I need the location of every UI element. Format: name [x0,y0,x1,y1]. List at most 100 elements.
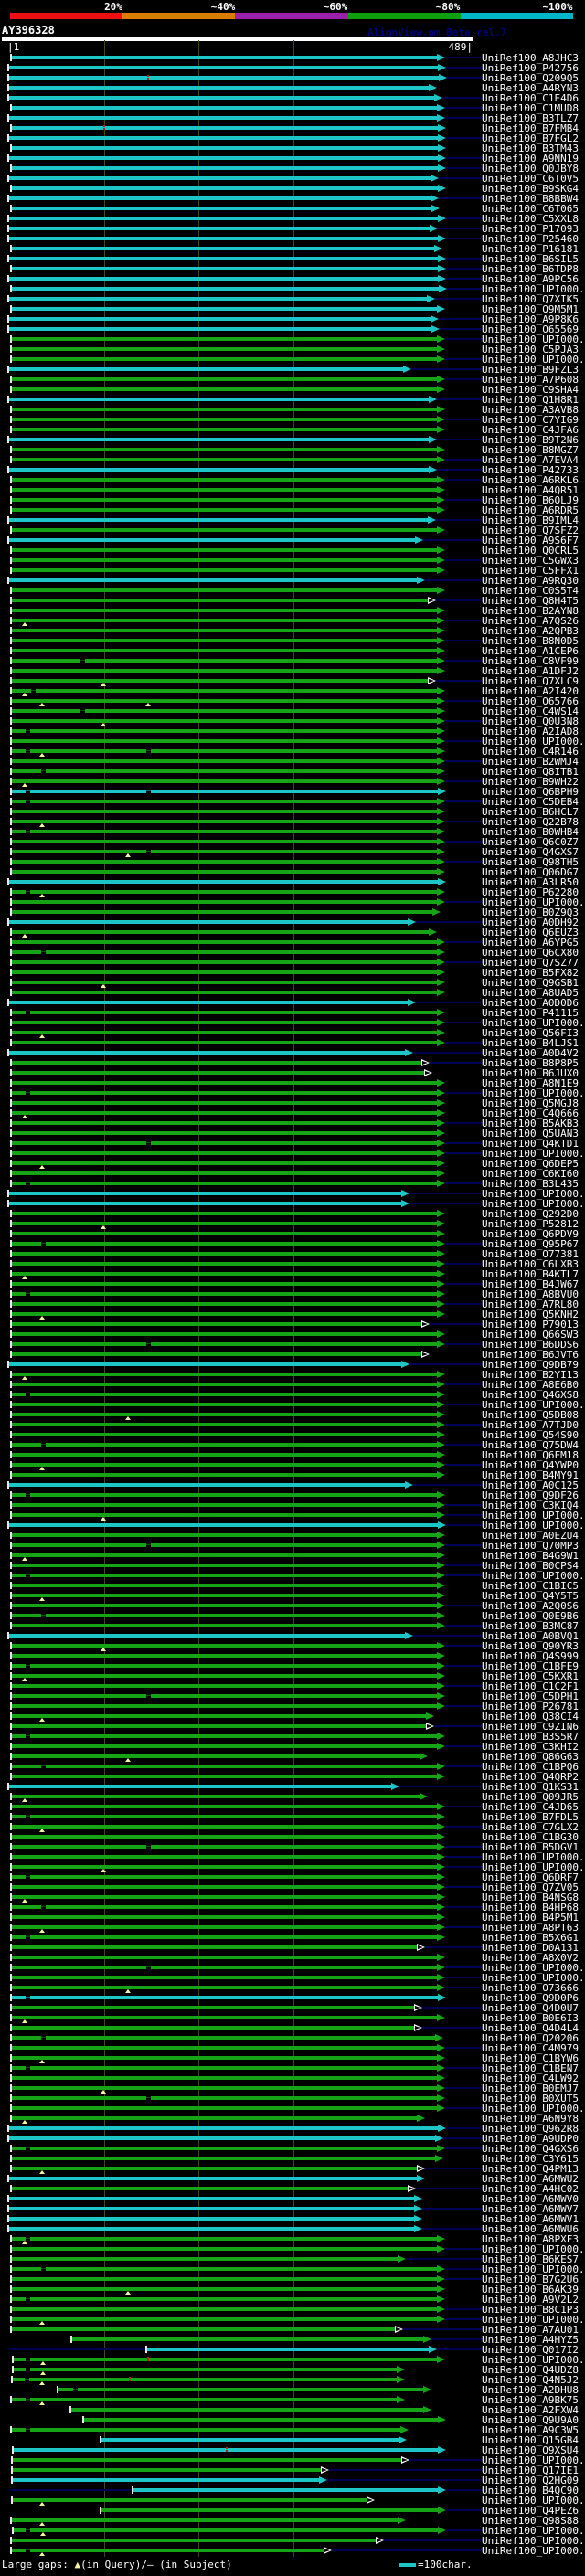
hit-arrowhead-icon[interactable] [437,1763,445,1770]
hit-label[interactable]: UniRef100_B2WMJ4 [482,756,579,768]
hit-bar[interactable] [9,156,438,160]
hit-label[interactable]: UniRef100_B2YI13 [482,1369,579,1381]
hit-bar[interactable] [9,96,434,100]
hit-arrowhead-icon[interactable] [437,808,445,815]
hit-arrowhead-icon[interactable] [437,949,445,956]
hit-label[interactable]: UniRef100_A8E6B0 [482,1379,579,1391]
hit-label[interactable]: UniRef100_Q4Y5T5 [482,1590,579,1602]
hit-bar[interactable] [12,2297,437,2301]
hit-arrowhead-icon[interactable] [437,587,445,594]
hit-arrowhead-icon[interactable] [437,858,445,865]
hit-arrowhead-icon[interactable] [437,1622,445,1629]
hit-bar[interactable] [12,1121,437,1125]
hit-bar[interactable] [12,1182,437,1185]
hit-bar[interactable] [14,2368,397,2371]
hit-label[interactable]: UniRef100_B6HCL7 [482,806,579,818]
hit-label[interactable]: UniRef100_Q4PM13 [482,2163,579,2175]
hit-bar[interactable] [12,1101,437,1105]
hit-label[interactable]: UniRef100_Q17IE1 [482,2465,579,2476]
hit-label[interactable]: UniRef100_Q8H4T5 [482,595,579,607]
hit-arrowhead-icon[interactable] [431,325,440,333]
hit-label[interactable]: UniRef100_Q2HG09 [482,2475,579,2486]
hit-label[interactable]: UniRef100_UPI000.. [482,1861,585,1873]
hit-label[interactable]: UniRef100_A8N1E9 [482,1077,579,1089]
hit-label[interactable]: UniRef100_A9BK75 [482,2394,579,2406]
hit-label[interactable]: UniRef100_B6TDP8 [482,263,579,275]
hit-bar[interactable] [12,1925,437,1929]
hit-bar[interactable] [12,2066,437,2070]
hit-arrowhead-icon[interactable] [437,868,445,875]
hit-bar[interactable] [12,1423,437,1426]
hit-bar[interactable] [12,900,437,904]
hit-arrowhead-icon[interactable] [437,637,445,644]
hit-arrowhead-icon[interactable] [429,84,437,91]
hit-bar[interactable] [12,247,434,250]
hit-bar[interactable] [12,1232,437,1235]
hit-arrowhead-icon[interactable] [437,2306,445,2313]
hit-bar[interactable] [12,1915,437,1919]
hit-arrowhead-icon[interactable] [437,386,445,393]
hit-arrowhead-icon[interactable] [437,2356,445,2363]
hit-arrowhead-icon[interactable] [428,677,436,684]
hit-label[interactable]: UniRef100_A4HC02 [482,2183,579,2195]
hit-arrowhead-icon[interactable] [437,758,445,765]
hit-arrowhead-icon[interactable] [437,727,445,735]
hit-bar[interactable] [12,1021,437,1024]
hit-bar[interactable] [12,1282,437,1286]
hit-label[interactable]: UniRef100_B4HP68 [482,1902,579,1913]
hit-label[interactable]: UniRef100_B8P8P5 [482,1057,579,1069]
hit-label[interactable]: UniRef100_UPI000.. [482,2263,585,2275]
hit-arrowhead-icon[interactable] [437,1180,445,1187]
hit-arrowhead-icon[interactable] [437,717,445,725]
hit-arrowhead-icon[interactable] [437,54,445,61]
hit-bar[interactable] [9,86,429,90]
hit-label[interactable]: UniRef100_P42733 [482,464,579,476]
hit-label[interactable]: UniRef100_C5DEB4 [482,796,579,808]
hit-label[interactable]: UniRef100_A0D4V2 [482,1047,579,1059]
hit-arrowhead-icon[interactable] [319,2476,327,2484]
hit-bar[interactable] [12,488,437,492]
hit-bar[interactable] [12,860,437,864]
hit-label[interactable]: UniRef100_A1CEP6 [482,645,579,657]
hit-label[interactable]: UniRef100_B6DDS6 [482,1339,579,1351]
hit-bar[interactable] [9,1192,401,1195]
hit-bar[interactable] [12,2247,437,2251]
hit-arrowhead-icon[interactable] [408,918,416,926]
hit-bar[interactable] [9,2227,414,2231]
hit-bar[interactable] [9,327,431,331]
hit-bar[interactable] [12,106,437,110]
hit-bar[interactable] [12,2086,437,2090]
hit-arrowhead-icon[interactable] [431,175,439,182]
hit-label[interactable]: UniRef100_O73666 [482,1982,579,1994]
hit-label[interactable]: UniRef100_B0EMJ7 [482,2083,579,2094]
hit-arrowhead-icon[interactable] [437,557,445,564]
hit-bar[interactable] [9,237,438,240]
hit-bar[interactable] [12,2056,437,2060]
hit-bar[interactable] [13,2478,319,2482]
hit-bar[interactable] [12,1262,437,1266]
hit-label[interactable]: UniRef100_B0CPS4 [482,1560,579,1572]
hit-bar[interactable] [12,1875,437,1879]
hit-label[interactable]: UniRef100_C9SHA4 [482,384,579,396]
hit-label[interactable]: UniRef100_P41115 [482,1007,579,1019]
hit-label[interactable]: UniRef100_B4MY91 [482,1469,579,1481]
hit-bar[interactable] [12,207,431,210]
hit-bar[interactable] [12,448,437,451]
hit-label[interactable]: UniRef100_B3MC87 [482,1620,579,1632]
hit-arrowhead-icon[interactable] [437,2145,445,2152]
hit-arrowhead-icon[interactable] [437,1743,445,1750]
hit-arrowhead-icon[interactable] [437,1833,445,1840]
hit-arrowhead-icon[interactable] [437,1592,445,1599]
hit-label[interactable]: UniRef100_Q38CI4 [482,1711,579,1723]
hit-bar[interactable] [12,307,437,311]
hit-label[interactable]: UniRef100_A2DHU8 [482,2384,579,2396]
hit-label[interactable]: UniRef100_UPI000.. [482,1148,585,1160]
hit-bar[interactable] [12,1865,437,1869]
hit-bar[interactable] [9,1051,405,1055]
hit-bar[interactable] [12,1403,437,1406]
hit-label[interactable]: UniRef100_UPI000.. [482,1198,585,1210]
hit-label[interactable]: UniRef100_B4QC90 [482,2485,579,2496]
hit-label[interactable]: UniRef100_Q9DB79 [482,1359,579,1371]
hit-bar[interactable] [12,599,428,602]
hit-bar[interactable] [12,1322,421,1326]
